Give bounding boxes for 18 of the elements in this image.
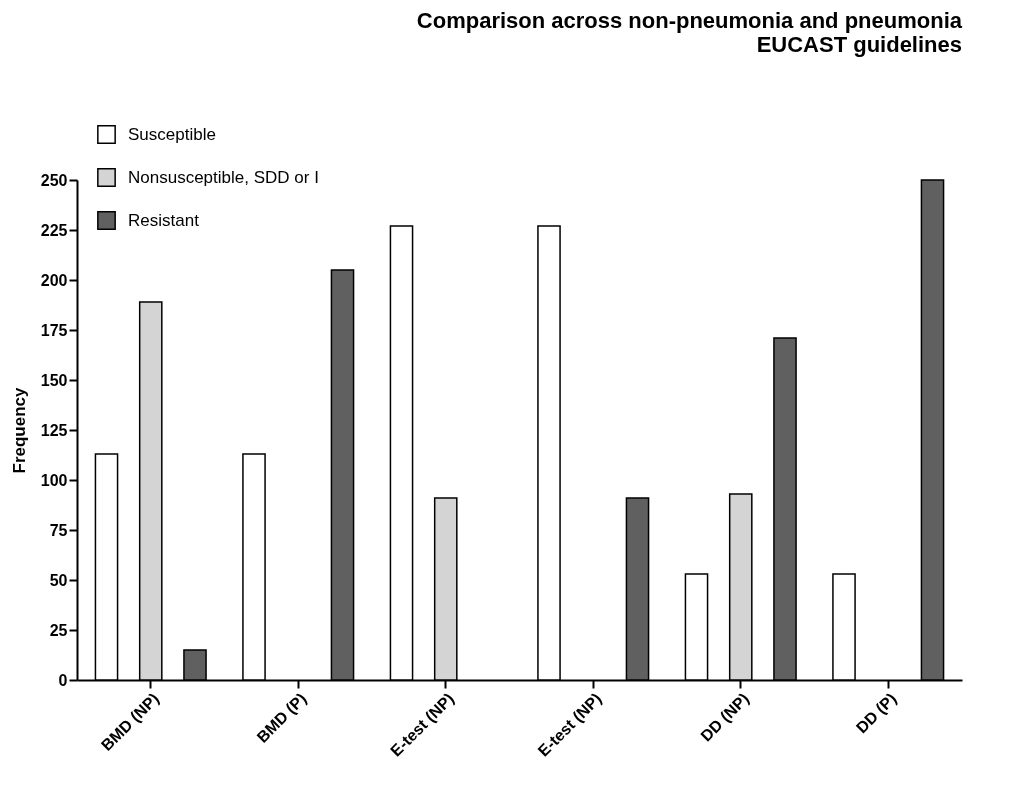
text: EUCAST guidelines xyxy=(756,32,962,57)
y-tick-label: 100 xyxy=(40,471,68,489)
y-tick-label: 200 xyxy=(40,271,68,289)
legend-label: Susceptible xyxy=(128,124,216,144)
y-tick-label: 225 xyxy=(40,221,68,239)
y-tick-label: 75 xyxy=(49,521,68,539)
text: Comparison across non-pneumonia and pneumonia xyxy=(416,8,962,33)
x-tick-label: DD (P) xyxy=(852,689,900,737)
y-tick-label: 125 xyxy=(40,421,68,439)
y-tick-label: 150 xyxy=(40,371,68,389)
y-tick-label: 50 xyxy=(49,571,68,589)
y-tick-label: 175 xyxy=(40,321,68,339)
y-tick-label: 25 xyxy=(49,621,68,639)
y-axis-title: Frequency xyxy=(9,386,29,474)
y-tick-label: 0 xyxy=(58,671,68,689)
legend-label: Resistant xyxy=(128,210,200,230)
y-tick-label: 250 xyxy=(40,171,68,189)
legend-label: Nonsusceptible, SDD or I xyxy=(128,167,319,187)
